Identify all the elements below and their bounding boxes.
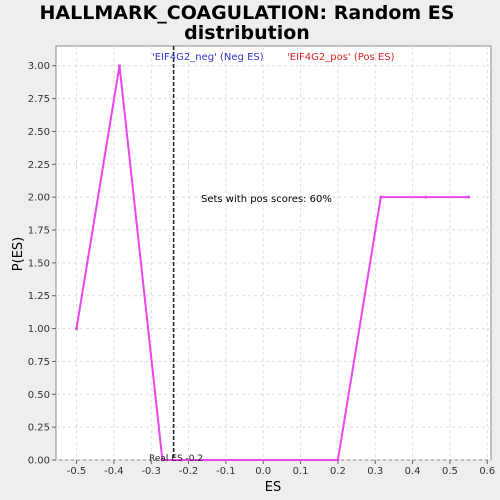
data-point <box>424 195 428 199</box>
data-point <box>160 458 164 462</box>
x-tick-label: -0.4 <box>104 466 124 477</box>
data-point <box>117 64 121 68</box>
x-tick-label: -0.5 <box>67 466 87 477</box>
x-tick-label: 0.0 <box>255 466 271 477</box>
x-tick-label: -0.2 <box>179 466 199 477</box>
y-tick-label: 3.00 <box>28 61 50 72</box>
y-axis-label: P(ES) <box>11 237 26 271</box>
x-tick-label: -0.3 <box>141 466 161 477</box>
y-tick-label: 1.75 <box>28 226 50 237</box>
y-tick-label: 2.00 <box>28 193 50 204</box>
legend-pos-label: 'EIF4G2_pos' (Pos ES) <box>287 52 395 63</box>
real-es-label: Real ES -0.2 <box>149 454 203 464</box>
x-tick-label: 0.5 <box>442 466 458 477</box>
x-tick-label: 0.3 <box>367 466 383 477</box>
x-tick-label: 0.1 <box>293 466 309 477</box>
y-tick-label: 0.50 <box>28 390 50 401</box>
chart-title-line-1: HALLMARK_COAGULATION: Random ES <box>40 2 455 24</box>
data-point <box>379 195 383 199</box>
data-point <box>336 458 340 462</box>
y-tick-label: 2.75 <box>28 94 50 105</box>
axis-ticks: 0.00 0.25 0.50 0.75 1.00 1.25 1.50 1.75 2.00 2.25… <box>28 61 495 477</box>
pos-score-annotation: Sets with pos scores: 60% <box>201 194 332 205</box>
y-tick-label: 1.25 <box>28 291 50 302</box>
chart-title-line-2: distribution <box>184 22 310 44</box>
y-tick-label: 0.75 <box>28 357 50 368</box>
y-tick-label: 2.25 <box>28 160 50 171</box>
data-point <box>467 195 471 199</box>
x-tick-label: 0.2 <box>330 466 346 477</box>
x-axis-label: ES <box>265 480 281 495</box>
y-tick-label: 0.25 <box>28 423 50 434</box>
y-tick-label: 1.50 <box>28 258 50 269</box>
x-tick-label: 0.6 <box>479 466 495 477</box>
y-tick-label: 1.00 <box>28 324 50 335</box>
series-layer <box>75 64 471 462</box>
grid <box>56 46 491 461</box>
legend-neg-label: 'EIF4G2_neg' (Neg ES) <box>152 52 264 63</box>
x-tick-label: -0.1 <box>216 466 236 477</box>
y-tick-label: 0.00 <box>28 456 50 467</box>
data-point <box>75 327 79 331</box>
x-tick-label: 0.4 <box>405 466 421 477</box>
y-tick-label: 2.50 <box>28 127 50 138</box>
plot-area <box>55 45 492 461</box>
